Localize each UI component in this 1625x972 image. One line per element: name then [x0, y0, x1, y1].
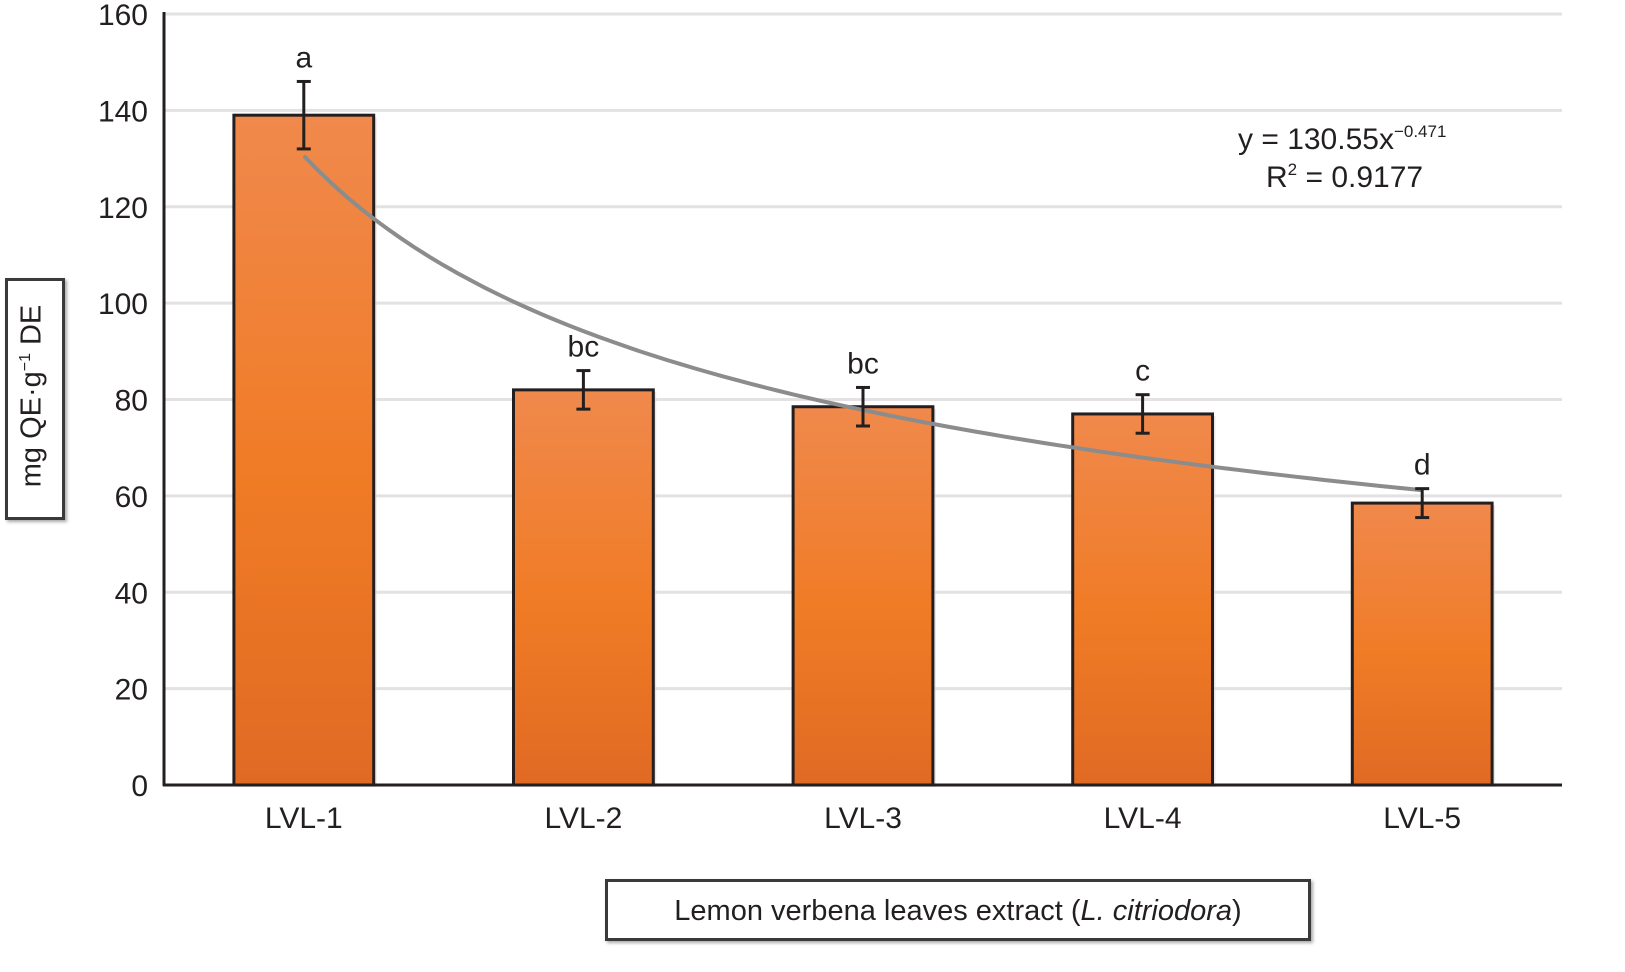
x-tick-label: LVL-5 [1383, 802, 1461, 835]
significance-letter: bc [568, 331, 600, 364]
y-tick-label: 0 [131, 770, 148, 803]
y-axis-ticks: 0 20 40 60 80 100 120 140 160 [98, 0, 148, 803]
significance-letter: a [295, 41, 312, 74]
x-tick-label: LVL-2 [544, 802, 622, 835]
bar [512, 388, 655, 787]
trendline-r2: R2 = 0.9177 [1266, 160, 1423, 194]
significance-letter: bc [847, 347, 879, 380]
y-axis-label: mg QE·g−1 DE [15, 304, 48, 488]
significance-letter: d [1414, 449, 1431, 482]
x-axis-label-box: Lemon verbena leaves extract (L. citriod… [605, 879, 1311, 941]
error-bars [296, 79, 1430, 520]
y-axis-label-box [5, 278, 65, 520]
x-tick-label: LVL-1 [265, 802, 343, 835]
bar [1350, 501, 1494, 787]
y-tick-label: 100 [98, 288, 148, 321]
bars [232, 113, 1496, 788]
y-tick-label: 40 [115, 577, 148, 610]
y-tick-label: 20 [115, 674, 148, 707]
y-tick-label: 60 [115, 481, 148, 514]
bar [1071, 412, 1214, 787]
x-axis-categories: LVL-1 LVL-2 LVL-3 LVL-4 LVL-5 [265, 802, 1461, 835]
significance-letters: a bc bc c d [295, 41, 1430, 481]
trendline-equation: y = 130.55x−0.471 [1238, 122, 1446, 156]
x-axis-label: Lemon verbena leaves extract (L. citriod… [674, 895, 1242, 927]
bar [791, 405, 935, 787]
bar [232, 113, 376, 787]
y-tick-label: 140 [98, 95, 148, 128]
significance-letter: c [1135, 355, 1150, 388]
y-tick-label: 120 [98, 192, 148, 225]
x-tick-label: LVL-3 [824, 802, 902, 835]
x-tick-label: LVL-4 [1104, 802, 1182, 835]
y-tick-label: 80 [115, 385, 148, 418]
y-tick-label: 160 [98, 0, 148, 32]
